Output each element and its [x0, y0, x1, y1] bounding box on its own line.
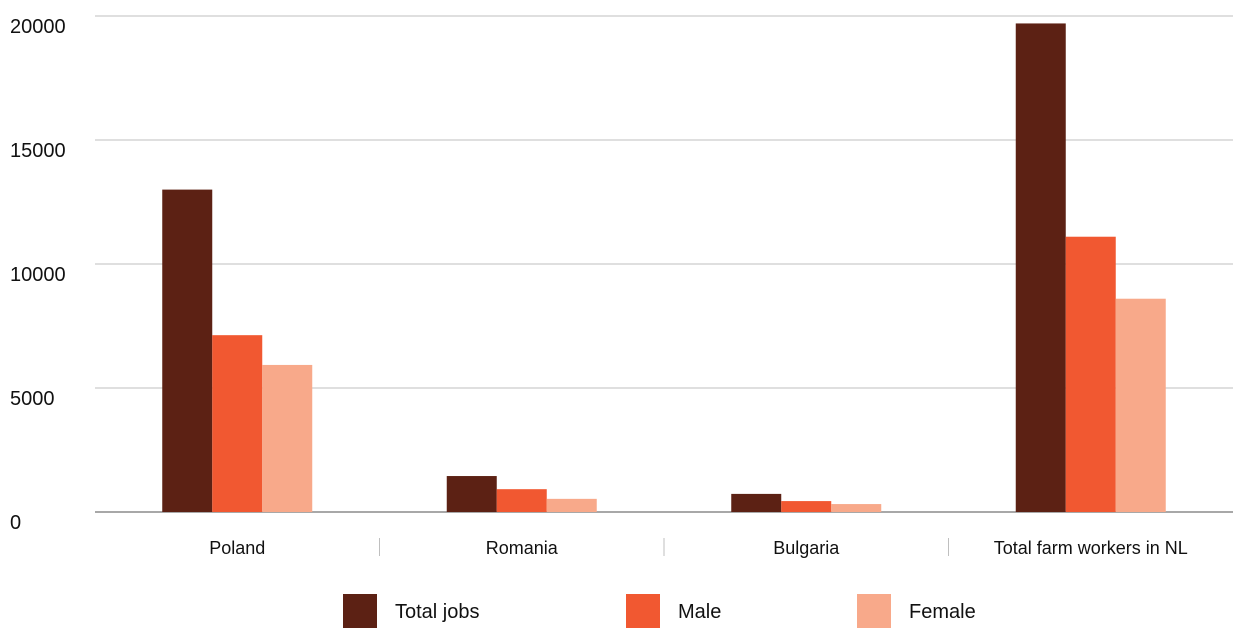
y-tick-label: 5000 [10, 388, 55, 410]
bar-female [262, 364, 313, 512]
y-tick-label: 0 [10, 512, 21, 534]
y-tick-label: 15000 [10, 140, 66, 162]
legend: Total jobs Male Female [343, 594, 976, 628]
bar-female [831, 504, 882, 512]
bar-male [1065, 236, 1116, 512]
y-tick-label: 10000 [10, 264, 66, 286]
y-tick-label: 20000 [10, 16, 66, 38]
legend-swatch [343, 594, 377, 628]
x-tick-label: Bulgaria [773, 538, 840, 558]
bar-female [546, 498, 597, 512]
bar-male [496, 489, 547, 512]
legend-label: Male [678, 601, 721, 623]
bars [162, 23, 1166, 512]
x-tick-label: Romania [486, 538, 559, 558]
legend-swatch [626, 594, 660, 628]
bar-female [1115, 298, 1166, 512]
x-axis: Poland Romania Bulgaria Total farm workers … [209, 538, 1188, 558]
bar-male [781, 501, 832, 512]
legend-swatch [857, 594, 891, 628]
bar-total-jobs [1015, 23, 1066, 512]
bar-total-jobs [446, 476, 497, 512]
x-tick-label: Total farm workers in NL [994, 538, 1188, 558]
legend-label: Total jobs [395, 601, 480, 623]
y-axis-ticks: 0 5000 10000 15000 20000 [10, 16, 66, 534]
bar-total-jobs [731, 493, 782, 512]
legend-label: Female [909, 601, 976, 623]
bar-total-jobs [162, 189, 213, 512]
bar-male [212, 335, 263, 512]
x-tick-label: Poland [209, 538, 265, 558]
